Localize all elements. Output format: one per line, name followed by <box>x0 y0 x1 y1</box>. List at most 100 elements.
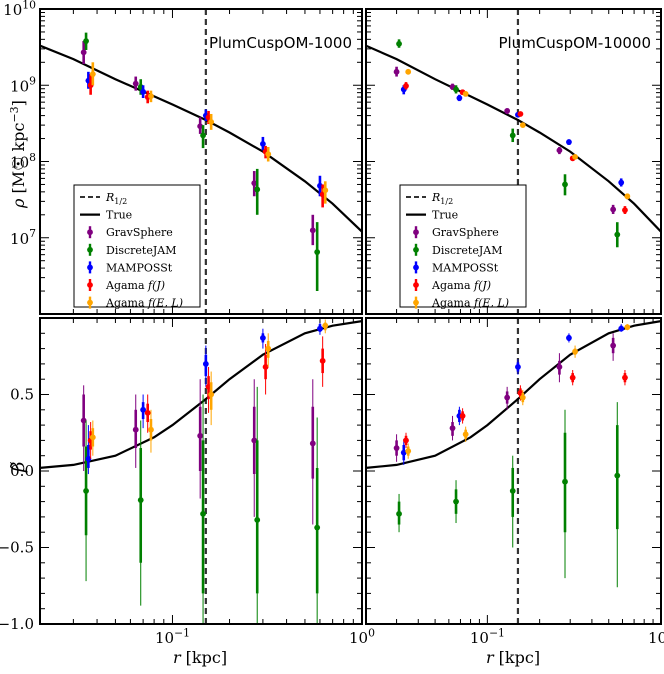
legend-label: Agama f(E, L) <box>431 297 509 310</box>
marker <box>83 487 89 494</box>
marker <box>260 334 266 341</box>
series-agama-f-e-l- <box>405 324 631 459</box>
panel-bottom-right: 10−1 100 <box>365 317 664 647</box>
legend-label: DiscreteJAM <box>106 244 176 257</box>
marker <box>504 394 511 401</box>
marker <box>208 391 215 398</box>
marker <box>314 249 321 255</box>
data-point <box>132 76 139 91</box>
x-tick-label: 100 <box>349 626 375 647</box>
marker <box>519 394 526 401</box>
data-point <box>562 409 568 579</box>
plot-area <box>366 318 661 624</box>
legend-marker <box>87 299 93 306</box>
series-agama-f-j- <box>403 370 628 449</box>
y-tick-label: 1010 <box>3 0 36 19</box>
panel-title: PlumCuspOM-1000 <box>209 34 352 52</box>
marker <box>517 111 524 117</box>
data-point <box>393 66 400 77</box>
legend-label: DiscreteJAM <box>432 244 502 257</box>
x-axis-label: r [kpc] <box>173 648 227 667</box>
data-point <box>515 359 521 375</box>
plot-area <box>40 9 362 314</box>
data-point <box>148 409 154 453</box>
series-discretejam <box>83 32 321 292</box>
data-point <box>403 82 409 90</box>
marker <box>509 132 516 139</box>
legend-true-label: True <box>106 209 132 222</box>
data-point <box>85 425 92 475</box>
data-point <box>462 426 469 442</box>
data-point <box>140 394 147 429</box>
data-point <box>624 324 631 331</box>
marker <box>566 139 572 145</box>
y-tick-label: 0.0 <box>10 462 34 480</box>
legend-marker <box>413 282 419 288</box>
data-point <box>80 385 87 471</box>
marker <box>254 517 261 523</box>
marker <box>89 434 96 441</box>
axes-frame <box>39 8 363 315</box>
legend-box <box>73 184 201 308</box>
data-point <box>80 41 87 64</box>
data-point <box>449 415 456 441</box>
series-agama-f-e-l- <box>89 62 329 204</box>
marker <box>80 49 87 56</box>
marker <box>319 357 326 364</box>
x-tick-label: 10−1 <box>470 626 505 647</box>
data-point <box>317 321 323 335</box>
marker <box>618 179 625 186</box>
marker <box>85 455 92 462</box>
marker <box>200 132 206 139</box>
marker <box>449 425 456 432</box>
panel-top-left: 107 108 109 1010 PlumCuspOM-1000 <box>3 0 363 315</box>
legend-half-light-radius-label: R1/2 <box>105 191 127 206</box>
marker <box>614 231 621 238</box>
marker <box>622 207 628 214</box>
data-point <box>309 214 316 246</box>
data-point <box>556 353 563 383</box>
marker <box>314 524 321 531</box>
y-tick-label: 107 <box>10 227 36 248</box>
marker <box>251 180 258 187</box>
legend-label: Agama f(J) <box>105 279 165 292</box>
data-point <box>566 139 572 145</box>
data-point <box>314 222 321 292</box>
data-point <box>260 328 266 349</box>
data-point <box>200 125 206 149</box>
series-gravsphere <box>80 41 316 246</box>
series-mamposst <box>85 321 323 475</box>
marker <box>556 364 563 370</box>
data-point <box>504 108 511 114</box>
x-tick-label: 100 <box>648 626 664 647</box>
data-point <box>614 402 621 588</box>
marker <box>504 108 511 114</box>
marker <box>89 71 96 78</box>
data-point <box>517 111 524 117</box>
data-point <box>208 113 215 130</box>
marker <box>317 325 323 332</box>
legend-marker <box>87 282 93 288</box>
series-gravsphere <box>80 379 316 525</box>
true-curve <box>40 320 362 469</box>
marker <box>624 193 631 200</box>
marker <box>462 431 469 438</box>
data-point <box>509 128 516 143</box>
data-point <box>83 420 89 582</box>
marker <box>148 426 154 433</box>
marker <box>396 40 402 47</box>
axes-frame <box>365 8 662 315</box>
y-axis-label-density: ρ [M☉ kpc−3] <box>8 100 28 209</box>
marker <box>208 119 215 125</box>
data-point <box>622 370 628 386</box>
data-point <box>572 345 578 358</box>
true-curve <box>366 44 661 233</box>
series-discretejam <box>396 39 621 248</box>
marker <box>200 510 206 517</box>
marker <box>148 93 154 100</box>
data-point <box>405 443 412 459</box>
legend-marker <box>413 299 419 306</box>
axes-frame <box>365 317 662 625</box>
data-point <box>265 146 272 162</box>
data-point <box>624 193 631 200</box>
